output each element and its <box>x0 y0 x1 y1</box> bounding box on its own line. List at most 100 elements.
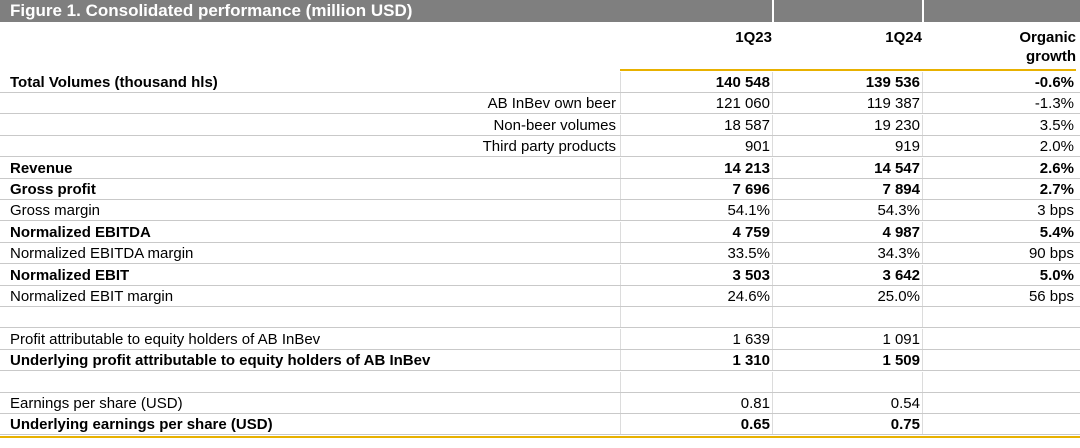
row-label: Normalized EBITDA <box>10 223 151 241</box>
row-divider <box>0 284 1080 286</box>
column-divider <box>922 221 923 243</box>
performance-table: 1Q23 1Q24 Organic growth Total Volumes (… <box>0 23 1080 448</box>
column-divider <box>922 72 923 93</box>
table-row <box>0 307 1080 329</box>
value-1q24: 14 547 <box>874 159 920 177</box>
column-divider <box>620 393 621 414</box>
value-1q24: 139 536 <box>865 74 920 91</box>
value-organic-growth: 56 bps <box>1028 288 1074 305</box>
row-label: Non-beer volumes <box>493 116 616 134</box>
column-divider <box>620 243 621 265</box>
column-divider <box>620 200 621 222</box>
column-divider <box>922 114 923 136</box>
column-divider <box>620 72 621 93</box>
column-header-1q23-label: 1Q23 <box>735 29 772 46</box>
column-divider <box>620 136 621 158</box>
column-divider <box>620 371 621 393</box>
row-divider <box>0 134 1080 136</box>
value-1q23: 121 060 <box>715 95 770 113</box>
value-1q24: 4 987 <box>882 223 920 241</box>
row-label: Normalized EBITDA margin <box>10 245 194 263</box>
title-divider <box>922 0 924 22</box>
column-divider <box>772 328 773 350</box>
row-divider <box>0 306 1080 307</box>
column-divider <box>922 307 923 329</box>
value-1q24: 25.0% <box>877 288 920 305</box>
value-1q23: 1 639 <box>732 330 770 348</box>
column-header-1q24: 1Q24 <box>774 23 922 70</box>
value-organic-growth <box>924 393 1074 413</box>
value-1q24: 1 509 <box>882 352 920 370</box>
column-divider <box>772 393 773 414</box>
value-organic-growth: 5.4% <box>1039 223 1074 241</box>
column-divider <box>772 264 773 286</box>
value-1q23: 24.6% <box>727 288 770 305</box>
value-1q23: 0.81 <box>740 395 770 412</box>
value-1q23: 18 587 <box>724 116 770 134</box>
value-1q23: 1 310 <box>732 352 770 370</box>
column-divider <box>772 93 773 115</box>
table-row: AB InBev own beer 121 060 119 387 -1.3% <box>0 93 1080 115</box>
value-1q23: 14 213 <box>724 159 770 177</box>
value-organic-growth: 5.0% <box>1039 266 1074 284</box>
row-label: AB InBev own beer <box>487 95 616 113</box>
column-divider <box>620 307 621 329</box>
column-divider <box>772 200 773 222</box>
column-divider <box>772 157 773 179</box>
table-row: Underlying profit attributable to equity… <box>0 350 1080 372</box>
row-label <box>10 372 610 392</box>
column-divider <box>620 221 621 243</box>
value-1q24 <box>774 307 920 327</box>
value-1q24: 0.54 <box>890 395 920 412</box>
value-1q23: 4 759 <box>732 223 770 241</box>
column-header-growth-label: growth <box>1026 48 1076 65</box>
row-divider <box>0 263 1080 265</box>
column-divider <box>620 328 621 350</box>
row-divider <box>0 434 1080 436</box>
table-row: Non-beer volumes 18 587 19 230 3.5% <box>0 114 1080 136</box>
value-organic-growth: 2.7% <box>1039 181 1074 198</box>
column-divider <box>922 328 923 350</box>
table-row: Earnings per share (USD) 0.81 0.54 <box>0 393 1080 414</box>
value-organic-growth <box>924 372 1074 392</box>
value-1q24: 0.75 <box>890 416 920 434</box>
column-divider <box>922 179 923 200</box>
value-1q23: 33.5% <box>727 245 770 263</box>
column-divider <box>922 264 923 286</box>
column-header-1q23: 1Q23 <box>620 23 772 70</box>
column-divider <box>922 243 923 265</box>
table-row: Normalized EBITDA 4 759 4 987 5.4% <box>0 221 1080 243</box>
row-label: Normalized EBIT margin <box>10 288 174 305</box>
column-divider <box>772 243 773 265</box>
table-row: Third party products 901 919 2.0% <box>0 136 1080 158</box>
value-organic-growth: 90 bps <box>1028 245 1074 263</box>
table-row: Gross profit 7 696 7 894 2.7% <box>0 179 1080 200</box>
value-organic-growth <box>924 414 1074 434</box>
column-divider <box>772 286 773 307</box>
column-divider <box>620 114 621 136</box>
column-divider <box>922 136 923 158</box>
row-divider <box>0 199 1080 200</box>
row-divider <box>0 327 1080 329</box>
column-divider <box>620 157 621 179</box>
column-divider <box>922 157 923 179</box>
column-divider <box>922 371 923 393</box>
row-divider <box>0 92 1080 93</box>
column-divider <box>772 371 773 393</box>
row-divider <box>0 413 1080 414</box>
column-divider <box>772 136 773 158</box>
row-label: Revenue <box>10 159 73 177</box>
value-1q24: 1 091 <box>882 330 920 348</box>
row-label: Gross profit <box>10 181 96 198</box>
column-divider <box>922 286 923 307</box>
bottom-accent-rule <box>0 435 1080 438</box>
value-organic-growth: 3 bps <box>1037 202 1074 220</box>
column-divider <box>772 350 773 372</box>
value-1q23: 3 503 <box>732 266 770 284</box>
value-organic-growth <box>924 329 1074 349</box>
value-organic-growth: -1.3% <box>1034 95 1074 113</box>
value-organic-growth: 2.6% <box>1039 159 1074 177</box>
row-label: Normalized EBIT <box>10 266 130 284</box>
column-divider <box>620 350 621 372</box>
row-label: Earnings per share (USD) <box>10 395 183 412</box>
